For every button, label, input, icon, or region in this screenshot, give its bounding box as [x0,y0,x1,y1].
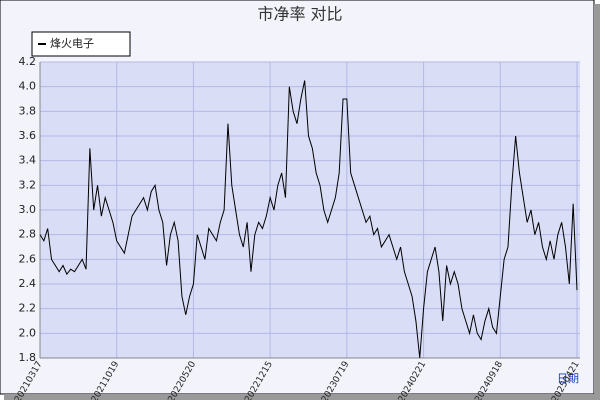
y-tick-label: 4.2 [19,55,37,68]
y-tick-label: 2.2 [19,302,37,315]
legend-label: 烽火电子 [50,37,94,50]
y-tick-label: 4.0 [19,80,37,93]
y-tick-label: 3.2 [19,178,37,191]
y-tick-label: 2.8 [19,228,37,241]
y-tick-label: 3.6 [19,129,37,142]
y-tick-label: 1.8 [19,351,37,364]
y-tick-label: 2.4 [19,277,37,290]
y-tick-label: 2.6 [19,252,37,265]
data-line [39,80,578,359]
y-tick-label: 3.0 [19,203,37,216]
y-tick-label: 3.8 [19,104,37,117]
legend-box [31,31,131,57]
frame-shadow [594,4,600,400]
x-axis-label: 日期 [557,372,579,385]
y-tick-label: 3.4 [19,154,37,167]
frame-shadow [4,394,600,400]
y-tick-label: 2.0 [19,326,37,339]
chart-title: 市净率 对比 [257,5,342,24]
